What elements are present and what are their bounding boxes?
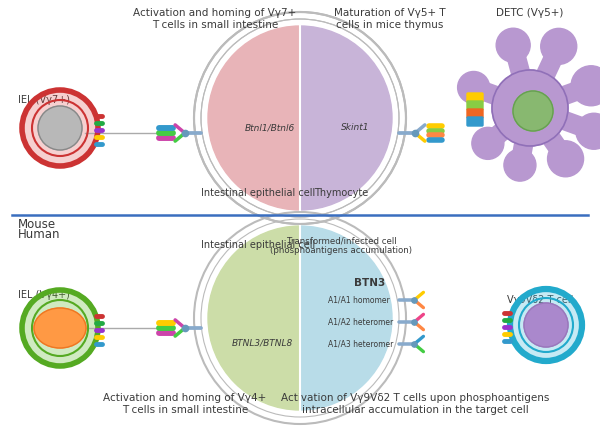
FancyBboxPatch shape [467,117,483,126]
Circle shape [492,70,568,146]
Ellipse shape [34,308,86,348]
Circle shape [511,290,581,360]
Circle shape [524,303,568,347]
Text: IEL (Vγ4+): IEL (Vγ4+) [18,290,70,300]
Text: Activation and homing of Vγ7+
T cells in small intestine: Activation and homing of Vγ7+ T cells in… [133,8,296,30]
Text: Transformed/infected cell
(phosphoantigens accumulation): Transformed/infected cell (phosphoantige… [271,236,412,255]
Text: Thymocyte: Thymocyte [314,188,368,198]
Circle shape [38,106,82,150]
FancyBboxPatch shape [467,109,483,118]
Text: Intestinal epithelial cell: Intestinal epithelial cell [202,240,316,250]
Text: A1/A1 homomer: A1/A1 homomer [328,296,390,305]
Circle shape [496,28,530,62]
Text: BTN3: BTN3 [355,278,386,288]
Text: Mouse: Mouse [18,218,56,231]
Circle shape [541,28,577,64]
Text: IEL (Vγ7+): IEL (Vγ7+) [18,95,70,105]
Circle shape [194,12,406,224]
Circle shape [458,72,490,103]
Text: Vγ9Vδ2 T cell: Vγ9Vδ2 T cell [507,295,573,305]
Text: Human: Human [18,228,61,241]
Text: DETC (Vγ5+): DETC (Vγ5+) [496,8,563,18]
Wedge shape [300,226,392,410]
Circle shape [513,91,553,131]
FancyBboxPatch shape [467,101,483,110]
Text: Btnl1/Btnl6: Btnl1/Btnl6 [245,124,295,133]
Wedge shape [208,26,300,210]
Circle shape [571,66,600,106]
Circle shape [576,113,600,149]
Circle shape [504,149,536,181]
Text: Maturation of Vγ5+ T
cells in mice thymus: Maturation of Vγ5+ T cells in mice thymu… [334,8,446,30]
Circle shape [194,212,406,424]
Wedge shape [208,226,300,410]
Wedge shape [300,26,392,210]
Text: A1/A3 heteromer: A1/A3 heteromer [328,339,394,348]
Text: BTNL3/BTNL8: BTNL3/BTNL8 [232,338,293,347]
FancyBboxPatch shape [467,93,483,102]
Text: Activation of Vγ9Vδ2 T cells upon phosphoantigens
intracellular accumulation in : Activation of Vγ9Vδ2 T cells upon phosph… [281,393,549,415]
Circle shape [548,141,584,177]
Text: Skint1: Skint1 [341,124,369,133]
Circle shape [23,291,97,365]
Circle shape [472,127,504,159]
Text: Activation and homing of Vγ4+
T cells in small intestine: Activation and homing of Vγ4+ T cells in… [103,393,266,415]
Text: Intestinal epithelial cell: Intestinal epithelial cell [202,188,316,198]
Circle shape [23,91,97,165]
Text: A1/A2 heteromer: A1/A2 heteromer [328,317,393,326]
